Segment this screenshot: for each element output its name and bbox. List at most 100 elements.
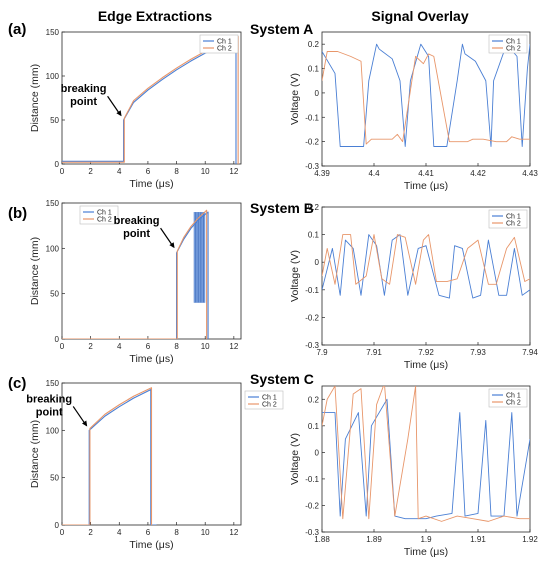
chart-c-left: 0 2 4 6 8 10 12 0 50 100 150 Time (μs) Distance (mm)…: [26, 379, 284, 551]
x-tick-label: 7.9: [316, 348, 328, 357]
legend-entry: Ch 2: [506, 221, 521, 228]
x-tick-label: 8: [174, 167, 179, 176]
x-tick-label: 6: [146, 342, 151, 351]
x-axis-label: Time (μs): [404, 359, 448, 371]
y-axis-label: Voltage (V): [289, 73, 301, 125]
y-tick-label: -0.3: [305, 162, 319, 171]
series-line-ch1: [62, 389, 157, 525]
x-tick-label: 1.91: [470, 535, 486, 544]
panel-label-b: (b): [8, 205, 27, 222]
series-line-ch2: [322, 51, 530, 145]
y-tick-label: 0: [315, 258, 320, 267]
chart-b-right: 7.9 7.91 7.92 7.93 7.94 -0.3 -0.2 -0.1 0 0.1 0.2 Ti…: [289, 203, 538, 371]
x-tick-label: 0: [60, 167, 65, 176]
legend-entry: Ch 1: [262, 395, 277, 402]
chart-c-right: 1.88 1.89 1.9 1.91 1.92 -0.3 -0.2 -0.1 0 0.1 0.2 Ti…: [289, 385, 538, 558]
legend-entry: Ch 2: [262, 402, 277, 409]
y-tick-label: 150: [46, 379, 60, 388]
x-tick-label: 0: [60, 528, 65, 537]
y-tick-label: -0.1: [305, 113, 319, 122]
y-tick-label: 100: [46, 426, 60, 435]
y-tick-label: 0: [55, 335, 60, 344]
data-layer: [322, 234, 530, 299]
legend: Ch 1Ch 2: [488, 209, 528, 229]
x-tick-label: 7.92: [418, 348, 434, 357]
x-tick-label: 2: [88, 528, 93, 537]
x-tick-label: 4.43: [522, 169, 538, 178]
system-label-c: System C: [250, 371, 314, 387]
y-axis-label: Voltage (V): [289, 433, 301, 485]
x-tick-label: 12: [229, 528, 238, 537]
y-tick-label: -0.2: [305, 501, 319, 510]
x-tick-label: 7.91: [366, 348, 382, 357]
legend-entry: Ch 2: [97, 217, 112, 224]
annotation-arrow-head: [82, 420, 88, 427]
plot-area: [61, 202, 242, 340]
x-tick-label: 4: [117, 342, 122, 351]
y-axis-label: Distance (mm): [29, 420, 41, 488]
y-tick-label: 150: [46, 199, 60, 208]
legend-entry: Ch 2: [217, 46, 232, 53]
plot-area: [321, 385, 531, 533]
x-tick-label: 7.93: [470, 348, 486, 357]
y-tick-label: -0.3: [305, 528, 319, 537]
y-tick-label: 0: [315, 448, 320, 457]
header-edge-extractions: Edge Extractions: [98, 8, 213, 24]
legend: Ch 1Ch 2: [244, 390, 284, 410]
x-tick-label: 10: [201, 528, 210, 537]
y-tick-label: 50: [50, 474, 59, 483]
y-tick-label: 0: [55, 160, 60, 169]
x-tick-label: 12: [229, 167, 238, 176]
y-tick-label: 0.1: [308, 422, 320, 431]
data-layer: [322, 386, 530, 522]
series-line-ch2: [322, 234, 530, 285]
legend-entry: Ch 1: [506, 393, 521, 400]
data-layer: [62, 209, 209, 339]
y-tick-label: 0.2: [308, 203, 320, 212]
annotation-text: point: [36, 406, 63, 418]
legend-entry: Ch 1: [217, 39, 232, 46]
panel-label-c: (c): [8, 375, 26, 392]
x-tick-label: 6: [146, 528, 151, 537]
y-tick-label: 0.2: [308, 395, 320, 404]
y-axis-label: Voltage (V): [289, 250, 301, 302]
y-tick-label: 0: [55, 521, 60, 530]
y-tick-label: 50: [50, 116, 59, 125]
x-tick-label: 2: [88, 167, 93, 176]
y-tick-label: 0.1: [308, 65, 320, 74]
x-tick-label: 4.42: [470, 169, 486, 178]
x-tick-label: 12: [229, 342, 238, 351]
x-tick-label: 0: [60, 342, 65, 351]
annotation-text: breaking: [114, 215, 160, 227]
legend-entry: Ch 2: [506, 46, 521, 53]
y-axis-label: Distance (mm): [29, 237, 41, 305]
y-tick-label: 100: [46, 72, 60, 81]
legend-entry: Ch 1: [506, 39, 521, 46]
data-layer: [62, 387, 157, 525]
y-axis-label: Distance (mm): [29, 64, 41, 132]
y-tick-label: -0.1: [305, 286, 319, 295]
x-tick-label: 10: [201, 342, 210, 351]
panel-label-a: (a): [8, 21, 26, 38]
plot-area: [61, 31, 242, 165]
y-tick-label: -0.2: [305, 138, 319, 147]
x-tick-label: 8: [174, 528, 179, 537]
x-tick-label: 10: [201, 167, 210, 176]
y-tick-label: -0.3: [305, 341, 319, 350]
annotation-text: breaking: [26, 393, 72, 405]
annotation-text: point: [70, 96, 97, 108]
series-line-ch2: [62, 209, 208, 339]
header-signal-overlay: Signal Overlay: [371, 8, 468, 24]
series-line-ch1: [322, 43, 530, 147]
x-tick-label: 1.88: [314, 535, 330, 544]
plot-area: [321, 31, 531, 167]
y-tick-label: 0.1: [308, 231, 320, 240]
x-axis-label: Time (μs): [129, 353, 173, 365]
legend-entry: Ch 2: [506, 400, 521, 407]
x-tick-label: 4: [117, 167, 122, 176]
